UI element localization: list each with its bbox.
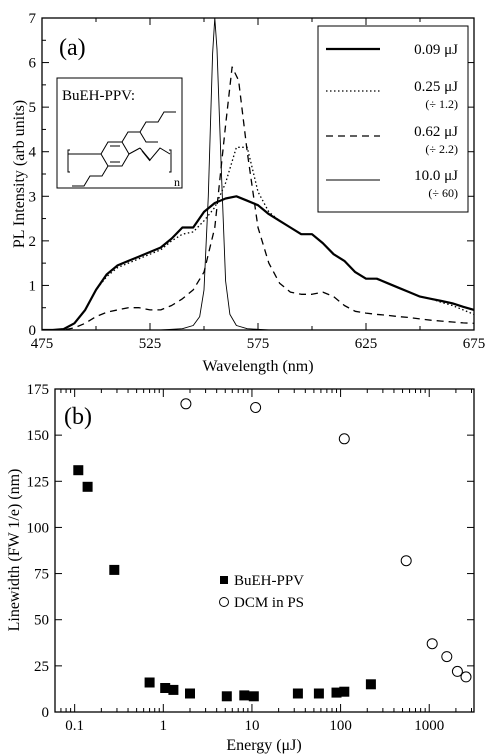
panel-a-y-tick-label: 7 [29, 11, 37, 27]
data-point-bueh-ppv [168, 684, 179, 695]
panel-a-y-tick-label: 6 [29, 56, 37, 72]
panel-b-ticks [54, 388, 474, 713]
data-point-dcm-in-ps [460, 671, 472, 683]
panel-a-y-tick-label: 1 [29, 278, 37, 294]
panel-a-series [42, 18, 474, 330]
panel-a-legend: 0.09 μJ 0.25 μJ (÷ 1.2) 0.62 μJ (÷ 2.2) … [317, 25, 469, 213]
panel-a-ticks [41, 17, 475, 331]
data-point-bueh-ppv [365, 679, 376, 690]
panel-a-legend-box [317, 25, 469, 213]
legend-marker-dcm-in-ps [219, 597, 229, 607]
panel-b-y-tick-label: 50 [34, 613, 49, 629]
panel-a-y-tick-label: 5 [29, 100, 37, 116]
data-point-bueh-ppv [248, 691, 259, 702]
data-point-dcm-in-ps [180, 398, 192, 410]
panel-b: 0 25 50 75 100 125 150 175 0.1 1 10 100 1000 (b) En… [6, 382, 475, 754]
series-line-2 [42, 66, 474, 330]
data-point-bueh-ppv [185, 688, 195, 699]
data-point-dcm-in-ps [400, 555, 412, 567]
series-line-0 [42, 195, 474, 330]
panel-b-y-tick-label: 75 [34, 567, 49, 583]
data-point-dcm-in-ps [250, 402, 262, 413]
panel-a-x-tick-label: 475 [31, 336, 54, 352]
panel-a-y-tick-label: 0 [29, 323, 37, 339]
panel-b-y-tick-label: 125 [27, 474, 50, 490]
legend-label-bueh-ppv: BuEH-PPV [234, 573, 304, 589]
legend-label-0.25uJ: 0.25 μJ [414, 79, 458, 95]
panel-b-y-axis-label: Linewidth (FW 1/e) (nm) [6, 469, 23, 632]
panel-a-x-tick-label: 625 [355, 336, 378, 352]
data-point-dcm-in-ps [451, 665, 463, 677]
panel-a-y-tick-labels: 0 1 2 3 4 5 6 7 [29, 11, 37, 339]
series-line-3 [42, 18, 474, 330]
inset-label: BuEH-PPV: [62, 88, 135, 104]
data-point-bueh-ppv [109, 564, 120, 575]
panel-b-y-tick-label: 100 [27, 520, 50, 536]
data-point-bueh-ppv [313, 688, 324, 699]
data-point-dcm-in-ps [426, 638, 438, 650]
panel-a-x-tick-label: 675 [463, 336, 486, 352]
legend-label-10uJ: 10.0 μJ [414, 168, 458, 184]
panel-b-x-tick-label: 10 [244, 718, 259, 734]
panel-b-y-tick-label: 150 [27, 428, 50, 444]
panel-b-x-tick-label: 0.1 [65, 718, 84, 734]
panel-b-y-tick-labels: 0 25 50 75 100 125 150 175 [27, 382, 50, 721]
panel-b-y-tick-label: 175 [27, 382, 50, 398]
panel-a-label: (a) [59, 35, 86, 61]
legend-scale-0.25uJ: (÷ 1.2) [425, 97, 458, 111]
panel-b-label: (b) [64, 404, 92, 430]
panel-a-x-axis-label: Wavelength (nm) [202, 358, 313, 375]
inset-repeat-subscript: n [174, 175, 180, 189]
panel-a-y-tick-label: 3 [29, 189, 37, 205]
panel-b-legend: BuEH-PPV DCM in PS [219, 573, 304, 611]
series-line-1 [42, 146, 474, 330]
panel-b-y-tick-label: 25 [34, 659, 49, 675]
panel-a-y-tick-label: 2 [29, 234, 37, 250]
legend-label-0.62uJ: 0.62 μJ [414, 124, 458, 140]
data-point-bueh-ppv [221, 691, 232, 702]
panel-a-x-tick-label: 525 [139, 336, 162, 352]
panel-a-y-axis-label: PL Intensity (arb units) [11, 100, 28, 248]
data-point-bueh-ppv [339, 686, 350, 697]
legend-label-dcm-in-ps: DCM in PS [234, 595, 304, 611]
panel-b-points [73, 398, 472, 702]
panel-b-frame [54, 388, 475, 713]
panel-a-x-tick-label: 575 [247, 336, 270, 352]
panel-b-y-tick-label: 0 [42, 705, 50, 721]
panel-b-x-axis-label: Energy (μJ) [226, 737, 301, 754]
legend-scale-0.62uJ: (÷ 2.2) [425, 142, 458, 156]
data-point-bueh-ppv [73, 465, 84, 476]
data-point-bueh-ppv [239, 690, 250, 701]
panel-a-x-tick-labels: 475 525 575 625 675 [31, 336, 486, 352]
panel-b-x-tick-labels: 0.1 1 10 100 1000 [65, 718, 444, 734]
data-point-bueh-ppv [160, 683, 171, 693]
bueh-ppv-structure-drawing [67, 111, 176, 187]
data-point-bueh-ppv [331, 687, 342, 698]
legend-label-0.09uJ: 0.09 μJ [414, 42, 458, 58]
panel-a: 0 1 2 3 4 5 6 7 475 525 575 625 675 (a) Wavelength … [11, 11, 485, 375]
legend-marker-bueh-ppv [220, 576, 228, 584]
inset-structure: BuEH-PPV: n [56, 77, 183, 189]
panel-b-x-tick-label: 100 [329, 718, 352, 734]
legend-scale-10uJ: (÷ 60) [428, 186, 458, 200]
panel-b-x-tick-label: 1 [160, 718, 168, 734]
data-point-bueh-ppv [292, 688, 303, 699]
data-point-bueh-ppv [144, 677, 155, 688]
panel-a-y-tick-label: 4 [29, 145, 37, 161]
data-point-bueh-ppv [82, 481, 93, 492]
data-point-dcm-in-ps [338, 433, 350, 445]
inset-frame [56, 77, 183, 189]
data-point-dcm-in-ps [441, 651, 453, 663]
panel-b-x-tick-label: 1000 [414, 718, 444, 734]
